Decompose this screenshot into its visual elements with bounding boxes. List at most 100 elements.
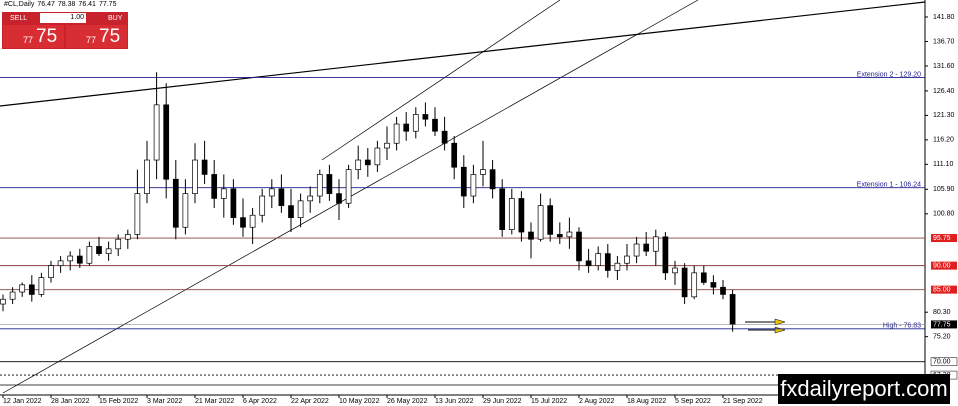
candle-body — [585, 260, 592, 266]
candle-body — [604, 253, 611, 271]
one-click-trading: SELL 1.00 BUY 77 75 77 75 — [2, 12, 128, 49]
candle-body — [336, 193, 342, 204]
candle-body — [134, 193, 141, 235]
x-tick-label: 13 Jun 2022 — [435, 398, 474, 405]
level-tag — [931, 285, 957, 294]
candle-body — [595, 253, 602, 266]
buy-price[interactable]: 77 75 — [66, 25, 127, 48]
x-tick-label: 5 Sep 2022 — [675, 398, 711, 405]
level-tag — [930, 357, 958, 366]
level-label: High - 76.83 — [883, 323, 921, 330]
quote: 76.47 — [37, 1, 55, 8]
candle-body — [163, 104, 170, 180]
candle-body — [576, 231, 582, 262]
y-tick-label: 131.60 — [933, 63, 955, 70]
candle-body — [249, 214, 256, 228]
x-tick-label: 2 Aug 2022 — [579, 398, 615, 405]
x-tick-label: 21 Sep 2022 — [723, 398, 763, 405]
candle-body — [105, 248, 112, 254]
candle-body — [480, 169, 486, 175]
candle-body — [499, 188, 506, 230]
candle-body — [86, 246, 93, 264]
x-tick-label: 3 Mar 2022 — [147, 398, 183, 405]
y-tick-label: 80.30 — [933, 309, 951, 316]
candle-body — [556, 234, 563, 238]
candle-body — [144, 159, 150, 194]
candle-body — [528, 231, 534, 240]
candle-body — [48, 265, 54, 278]
candle-body — [681, 267, 688, 298]
candle-body — [384, 142, 390, 149]
candle-body — [441, 130, 448, 144]
x-tick-label: 29 Jun 2022 — [483, 398, 522, 405]
quote: 76.41 — [78, 1, 96, 8]
quote: 77.75 — [98, 1, 117, 8]
candle-body — [240, 217, 246, 228]
x-tick-label: 22 Apr 2022 — [291, 398, 329, 405]
sell-price[interactable]: 77 75 — [3, 25, 64, 48]
candle-body — [288, 205, 294, 218]
level-tag-label: 70.00 — [933, 358, 951, 365]
candle-body — [211, 174, 218, 199]
candle-body — [57, 260, 64, 266]
x-tick-label: 6 Apr 2022 — [243, 398, 277, 405]
candle-body — [201, 159, 208, 175]
x-tick-label: 28 Jan 2022 — [51, 398, 90, 405]
level-tag — [931, 261, 957, 270]
sell-button[interactable]: SELL — [10, 15, 28, 22]
buy-button[interactable]: BUY — [108, 15, 123, 22]
candle-body — [153, 104, 160, 161]
candle-body — [278, 188, 285, 206]
symbol: #CL,Daily — [4, 1, 35, 8]
candle-body — [364, 159, 371, 166]
level-label: Extension 1 - 106.24 — [857, 182, 921, 189]
y-tick-label: 100.80 — [933, 211, 955, 218]
candle-body — [220, 188, 227, 199]
y-tick-label: 141.80 — [933, 14, 955, 21]
candle-body — [691, 272, 698, 298]
candle-body — [566, 231, 573, 238]
level-tag — [931, 234, 957, 243]
x-tick-label: 21 Mar 2022 — [195, 398, 234, 405]
candle-body — [537, 205, 544, 240]
candle-body — [662, 236, 669, 274]
candle-body — [28, 284, 35, 295]
candle-body — [489, 169, 496, 190]
candle-body — [460, 166, 467, 197]
candle-body — [307, 195, 314, 202]
candle-body — [451, 142, 458, 168]
candle-body — [643, 243, 650, 252]
x-tick-label: 15 Feb 2022 — [99, 398, 138, 405]
candle-body — [614, 262, 621, 271]
quote: 78.38 — [57, 1, 76, 8]
channel-line — [321, 0, 561, 161]
candle-body — [76, 255, 83, 264]
candle-body — [624, 255, 630, 264]
candle-body — [508, 198, 515, 230]
x-tick-label: 15 Jul 2022 — [531, 398, 567, 405]
price-small: 77 — [23, 35, 34, 45]
candle-body — [268, 188, 275, 197]
candle-body — [355, 159, 362, 170]
lots-input[interactable]: 1.00 — [40, 13, 86, 23]
y-tick-label: 121.30 — [933, 112, 955, 119]
candle-body — [393, 123, 400, 144]
watermark: fxdailyreport.com — [778, 374, 950, 404]
candle-body — [316, 174, 323, 197]
candle-body — [700, 272, 707, 283]
candle-body — [633, 243, 640, 257]
x-tick-label: 12 Jan 2022 — [3, 398, 42, 405]
x-tick-label: 10 May 2022 — [339, 398, 380, 405]
candle-body — [19, 284, 26, 293]
chart-header: #CL,Daily 76.47 78.38 76.41 77.75 — [4, 1, 119, 8]
candle-body — [729, 294, 736, 325]
candle-body — [297, 200, 304, 218]
y-tick-label: 126.40 — [933, 88, 955, 95]
y-tick-label: 75.20 — [933, 334, 951, 341]
candle-body — [432, 118, 438, 132]
candle-body — [230, 188, 237, 218]
level-label: Extension 2 - 129.20 — [857, 71, 921, 78]
candle-body — [259, 195, 266, 216]
price-big: 75 — [99, 26, 121, 47]
arrow-head — [774, 318, 786, 326]
